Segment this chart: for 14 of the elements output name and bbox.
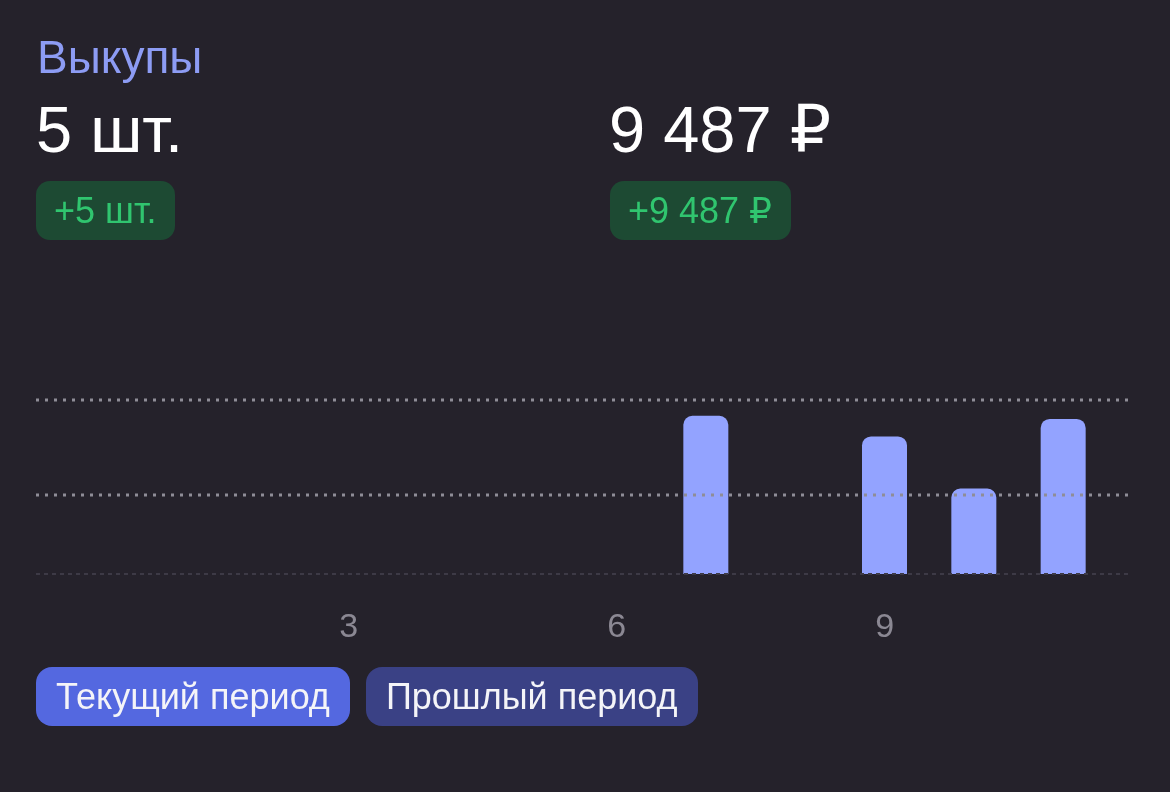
text: 5 шт. — [36, 93, 183, 166]
chip: Прошлый период — [365, 667, 698, 726]
badge: +5 шт. — [36, 181, 176, 240]
x-tick-label: 3 — [339, 606, 359, 645]
text: 9 487 ₽ — [609, 93, 832, 166]
bar — [951, 488, 997, 574]
bar — [683, 415, 729, 574]
chip: Текущий период — [36, 667, 350, 726]
x-tick-label: 9 — [875, 606, 895, 645]
chart-title: Выкупы — [37, 31, 203, 83]
bar — [862, 436, 907, 574]
bar — [1040, 418, 1086, 574]
badge: +9 487 ₽ — [610, 181, 792, 240]
x-tick-label: 6 — [607, 606, 627, 645]
